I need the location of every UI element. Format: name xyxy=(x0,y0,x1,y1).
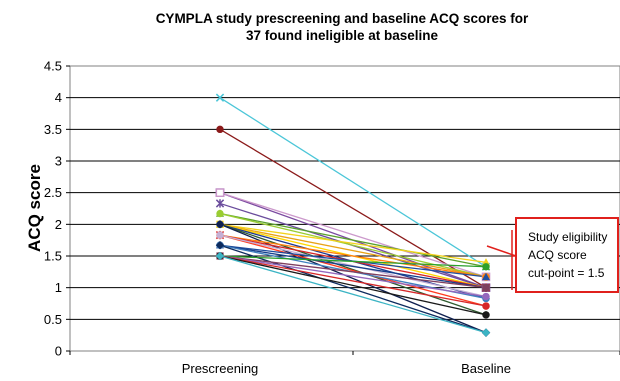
y-tick-label: 1.5 xyxy=(44,249,62,264)
chart-title-line-2: 37 found ineligible at baseline xyxy=(246,28,439,43)
x-axis-ticks: Prescreening Baseline xyxy=(69,351,620,376)
data-point xyxy=(216,231,224,239)
series-line xyxy=(219,192,487,278)
y-tick-label: 0.5 xyxy=(44,312,62,327)
chart-title-line-1: CYMPLA study prescreening and baseline A… xyxy=(156,11,529,26)
data-point xyxy=(215,251,225,261)
data-point xyxy=(482,263,490,271)
y-tick-label: 2.5 xyxy=(44,185,62,200)
data-point xyxy=(482,292,490,301)
data-point xyxy=(482,311,490,319)
data-point xyxy=(482,284,490,292)
series-line xyxy=(219,212,487,268)
series-line xyxy=(219,223,487,263)
y-axis-label: ACQ score xyxy=(25,164,44,252)
data-point xyxy=(215,188,225,197)
series-line xyxy=(219,223,487,316)
y-tick-label: 4.5 xyxy=(44,59,62,74)
y-tick-label: 2 xyxy=(55,217,62,232)
annotation-line-3: cut-point = 1.5 xyxy=(528,266,605,280)
series-lines xyxy=(219,97,487,334)
y-tick-label: 4 xyxy=(55,90,62,105)
plot-area xyxy=(69,65,620,352)
data-point xyxy=(215,199,225,208)
data-point xyxy=(215,93,225,102)
series-line xyxy=(219,244,487,334)
data-point xyxy=(482,302,490,310)
series-line xyxy=(219,255,487,289)
annotation-box xyxy=(515,217,619,293)
annotation-pointer xyxy=(486,245,517,257)
y-tick-label: 0 xyxy=(55,344,62,359)
data-point xyxy=(215,241,225,250)
annotation-line-1: Study eligibility xyxy=(528,230,607,244)
gridlines xyxy=(70,97,620,320)
annotation-line-2: ACQ score xyxy=(528,248,587,262)
series-markers xyxy=(215,93,491,337)
series-line xyxy=(219,234,487,307)
y-axis-ticks: 0 0.5 1 1.5 2 2.5 3 3.5 4 4.5 xyxy=(44,59,70,359)
series-line xyxy=(219,97,487,268)
data-point xyxy=(216,125,224,134)
series-line xyxy=(219,255,487,334)
data-point xyxy=(216,209,224,218)
y-tick-label: 1 xyxy=(55,280,62,295)
data-point xyxy=(215,220,225,229)
series-line xyxy=(219,255,487,298)
data-point xyxy=(481,328,491,337)
series-line xyxy=(219,223,487,278)
x-tick-label: Prescreening xyxy=(182,361,259,376)
series-line xyxy=(219,212,487,278)
series-line xyxy=(219,128,487,289)
x-tick-label: Baseline xyxy=(461,361,511,376)
series-line xyxy=(219,255,487,307)
y-tick-label: 3.5 xyxy=(44,122,62,137)
data-point xyxy=(482,272,490,281)
series-line xyxy=(219,255,487,268)
series-line xyxy=(219,244,487,289)
series-line xyxy=(219,234,487,278)
y-tick-label: 3 xyxy=(55,154,62,169)
series-line xyxy=(219,255,487,316)
cutpoint-annotation: Study eligibility ACQ score cut-point = … xyxy=(486,217,619,293)
